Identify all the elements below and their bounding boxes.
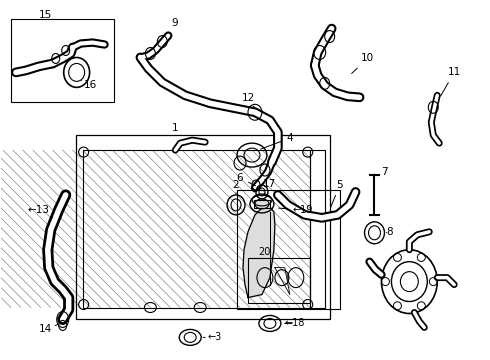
Text: 7: 7 [381, 167, 388, 177]
Text: 12: 12 [242, 93, 255, 108]
Bar [254, 200, 270, 208]
Text: 20: 20 [259, 247, 271, 257]
Text: 17: 17 [263, 179, 276, 189]
Text: ←3: ←3 [203, 332, 222, 342]
Text: 8: 8 [386, 227, 393, 237]
Text: 16: 16 [81, 80, 97, 90]
Bar [248, 258, 310, 302]
Bar [237, 190, 340, 310]
Polygon shape [83, 150, 310, 307]
Polygon shape [243, 207, 275, 298]
Text: 11: 11 [441, 67, 461, 96]
Text: 10: 10 [352, 54, 374, 73]
Text: ←13: ←13 [28, 205, 53, 218]
Text: 14: 14 [39, 324, 58, 334]
Bar [83, 150, 310, 307]
Text: 6: 6 [237, 173, 255, 186]
Text: 1: 1 [172, 123, 178, 133]
Bar [310, 150, 325, 307]
Text: 15: 15 [39, 10, 52, 20]
Text: 9: 9 [171, 18, 177, 28]
Bar [11, 19, 114, 102]
Text: 2: 2 [233, 180, 239, 194]
Text: ←18: ←18 [285, 319, 305, 328]
Text: 4: 4 [261, 133, 293, 149]
Bar [75, 135, 330, 319]
Text: 5: 5 [331, 180, 343, 207]
Text: ←19: ←19 [279, 205, 313, 215]
